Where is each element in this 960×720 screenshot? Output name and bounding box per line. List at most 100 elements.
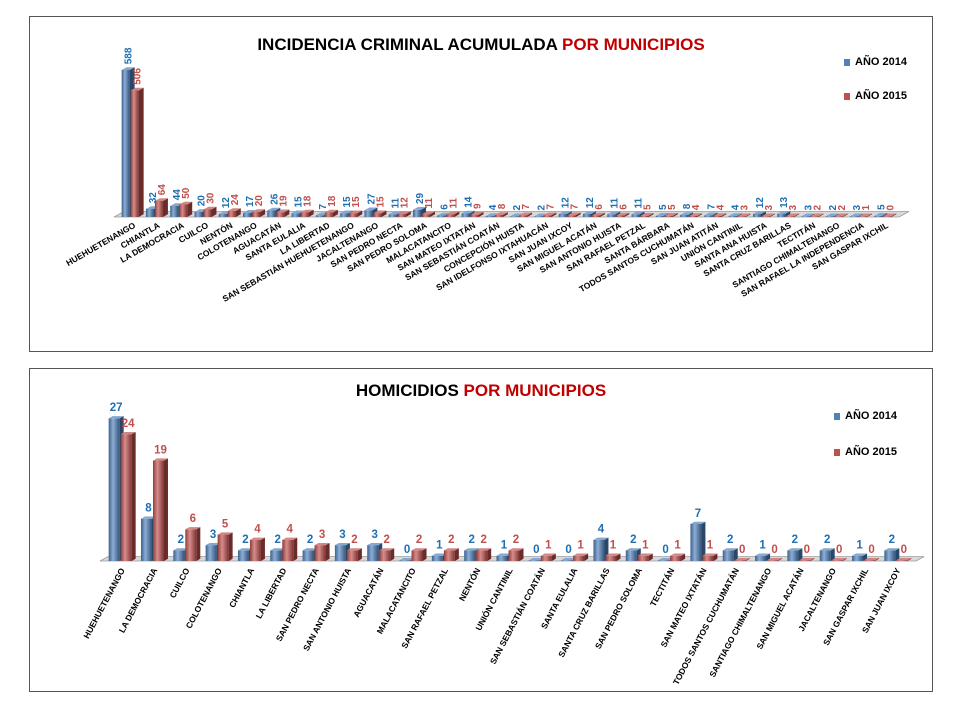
bar-2015 bbox=[422, 211, 436, 217]
value-label-2015: 1 bbox=[707, 540, 714, 552]
bar-2015 bbox=[227, 208, 241, 217]
category-label: AGUACATÁN bbox=[351, 566, 385, 619]
value-label-2015: 6 bbox=[618, 204, 629, 210]
value-label-2015: 6 bbox=[190, 513, 196, 525]
value-label-2015: 0 bbox=[836, 544, 842, 556]
value-label-2015: 19 bbox=[154, 444, 167, 456]
value-label-2014: 2 bbox=[307, 534, 313, 546]
value-label-2015: 2 bbox=[480, 534, 486, 546]
value-label-2015: 18 bbox=[327, 195, 338, 207]
value-label-2014: 7 bbox=[318, 204, 329, 210]
value-label-2014: 11 bbox=[609, 197, 620, 208]
value-label-2015: 8 bbox=[497, 203, 508, 209]
bar-2014 bbox=[690, 521, 706, 561]
value-label-2014: 2 bbox=[275, 534, 281, 546]
value-label-2015: 6 bbox=[594, 204, 605, 210]
value-label-2014: 26 bbox=[269, 193, 280, 205]
bar-2015 bbox=[591, 212, 605, 217]
bar-2015 bbox=[249, 537, 265, 561]
value-label-2015: 3 bbox=[319, 529, 325, 541]
value-label-2014: 4 bbox=[598, 524, 605, 536]
chart-title: HOMICIDIOS POR MUNICIPIOS bbox=[30, 381, 932, 401]
value-label-2014: 8 bbox=[682, 203, 693, 209]
legend-swatch-2014 bbox=[834, 412, 840, 420]
value-label-2014: 4 bbox=[731, 204, 742, 210]
value-label-2014: 2 bbox=[512, 204, 523, 210]
bar-2014 bbox=[680, 212, 694, 217]
value-label-2015: 19 bbox=[278, 195, 289, 207]
bar-2015 bbox=[664, 213, 678, 217]
value-label-2014: 7 bbox=[706, 204, 717, 210]
value-label-2015: 3 bbox=[788, 204, 799, 210]
bar-2015 bbox=[896, 558, 912, 561]
value-label-2015: 2 bbox=[384, 534, 390, 546]
category-label: CHIANTLA bbox=[227, 566, 256, 609]
legend-label-2014: AÑO 2014 bbox=[845, 410, 897, 422]
value-label-2015: 4 bbox=[691, 204, 702, 210]
bar-2014 bbox=[884, 548, 900, 561]
bar-2015 bbox=[786, 213, 800, 217]
category-label: SANTIAGO CHIMALTENANGO bbox=[707, 566, 773, 679]
bar-2015 bbox=[154, 198, 168, 217]
value-label-2014: 1 bbox=[501, 540, 508, 552]
value-label-2015: 2 bbox=[448, 534, 454, 546]
incidencia-chart-panel: INCIDENCIA CRIMINAL ACUMULADA POR MUNICI… bbox=[29, 16, 933, 352]
value-label-2014: 5 bbox=[658, 204, 669, 210]
bar-2015 bbox=[713, 213, 727, 217]
bar-2015 bbox=[567, 212, 581, 217]
bar-2015 bbox=[282, 537, 298, 561]
bar-2015 bbox=[810, 213, 824, 217]
value-label-2015: 7 bbox=[570, 204, 581, 210]
value-label-2014: 1 bbox=[759, 540, 766, 552]
bar-2015 bbox=[883, 213, 897, 217]
bar-2015 bbox=[476, 548, 492, 561]
legend-label-2015: AÑO 2015 bbox=[845, 446, 897, 458]
value-label-2014: 1 bbox=[436, 540, 443, 552]
category-label: LA LIBERTAD bbox=[254, 566, 289, 620]
value-label-2014: 5 bbox=[876, 204, 887, 210]
value-label-2015: 3 bbox=[740, 204, 751, 210]
value-label-2014: 7 bbox=[695, 508, 701, 520]
bar-2015 bbox=[799, 558, 815, 561]
bar-2015 bbox=[276, 209, 290, 217]
bar-2015 bbox=[470, 212, 484, 217]
value-label-2015: 7 bbox=[545, 204, 556, 210]
value-label-2014: 15 bbox=[342, 196, 353, 208]
value-label-2015: 1 bbox=[861, 204, 872, 210]
value-label-2015: 0 bbox=[901, 544, 907, 556]
value-label-2014: 588 bbox=[124, 47, 135, 64]
value-label-2015: 4 bbox=[254, 524, 261, 536]
bar-2015 bbox=[314, 542, 330, 561]
bar-2015 bbox=[543, 212, 557, 217]
value-label-2015: 0 bbox=[868, 544, 874, 556]
value-label-2014: 6 bbox=[439, 204, 450, 210]
bar-2015 bbox=[179, 201, 193, 217]
category-label: SAN SEBASTIÁN COATÁN bbox=[488, 566, 547, 666]
bar-2015 bbox=[767, 558, 783, 561]
value-label-2015: 9 bbox=[473, 203, 484, 209]
value-label-2015: 2 bbox=[351, 534, 357, 546]
value-label-2014: 44 bbox=[172, 189, 183, 201]
value-label-2015: 5 bbox=[667, 204, 678, 210]
chart-title-main: HOMICIDIOS bbox=[355, 381, 459, 400]
legend-item-2015: AÑO 2015 bbox=[834, 445, 897, 459]
bar-2015 bbox=[446, 211, 460, 217]
value-label-2014: 27 bbox=[110, 402, 123, 414]
value-label-2014: 4 bbox=[488, 204, 499, 210]
bar-2015 bbox=[605, 553, 621, 561]
bar-2015 bbox=[734, 558, 750, 561]
bar-2015 bbox=[349, 210, 363, 217]
bar-2015 bbox=[324, 209, 338, 217]
value-label-2015: 24 bbox=[122, 418, 135, 430]
value-label-2014: 3 bbox=[339, 529, 345, 541]
value-label-2014: 12 bbox=[221, 197, 232, 209]
bar-2015 bbox=[859, 213, 873, 217]
value-label-2015: 3 bbox=[764, 204, 775, 210]
value-label-2015: 64 bbox=[157, 184, 168, 196]
bar-2015 bbox=[573, 553, 589, 561]
value-label-2014: 2 bbox=[178, 534, 184, 546]
value-label-2015: 0 bbox=[739, 544, 745, 556]
bar-2015 bbox=[702, 553, 718, 561]
value-label-2015: 11 bbox=[448, 197, 459, 208]
category-label: NENTÓN bbox=[456, 566, 483, 603]
